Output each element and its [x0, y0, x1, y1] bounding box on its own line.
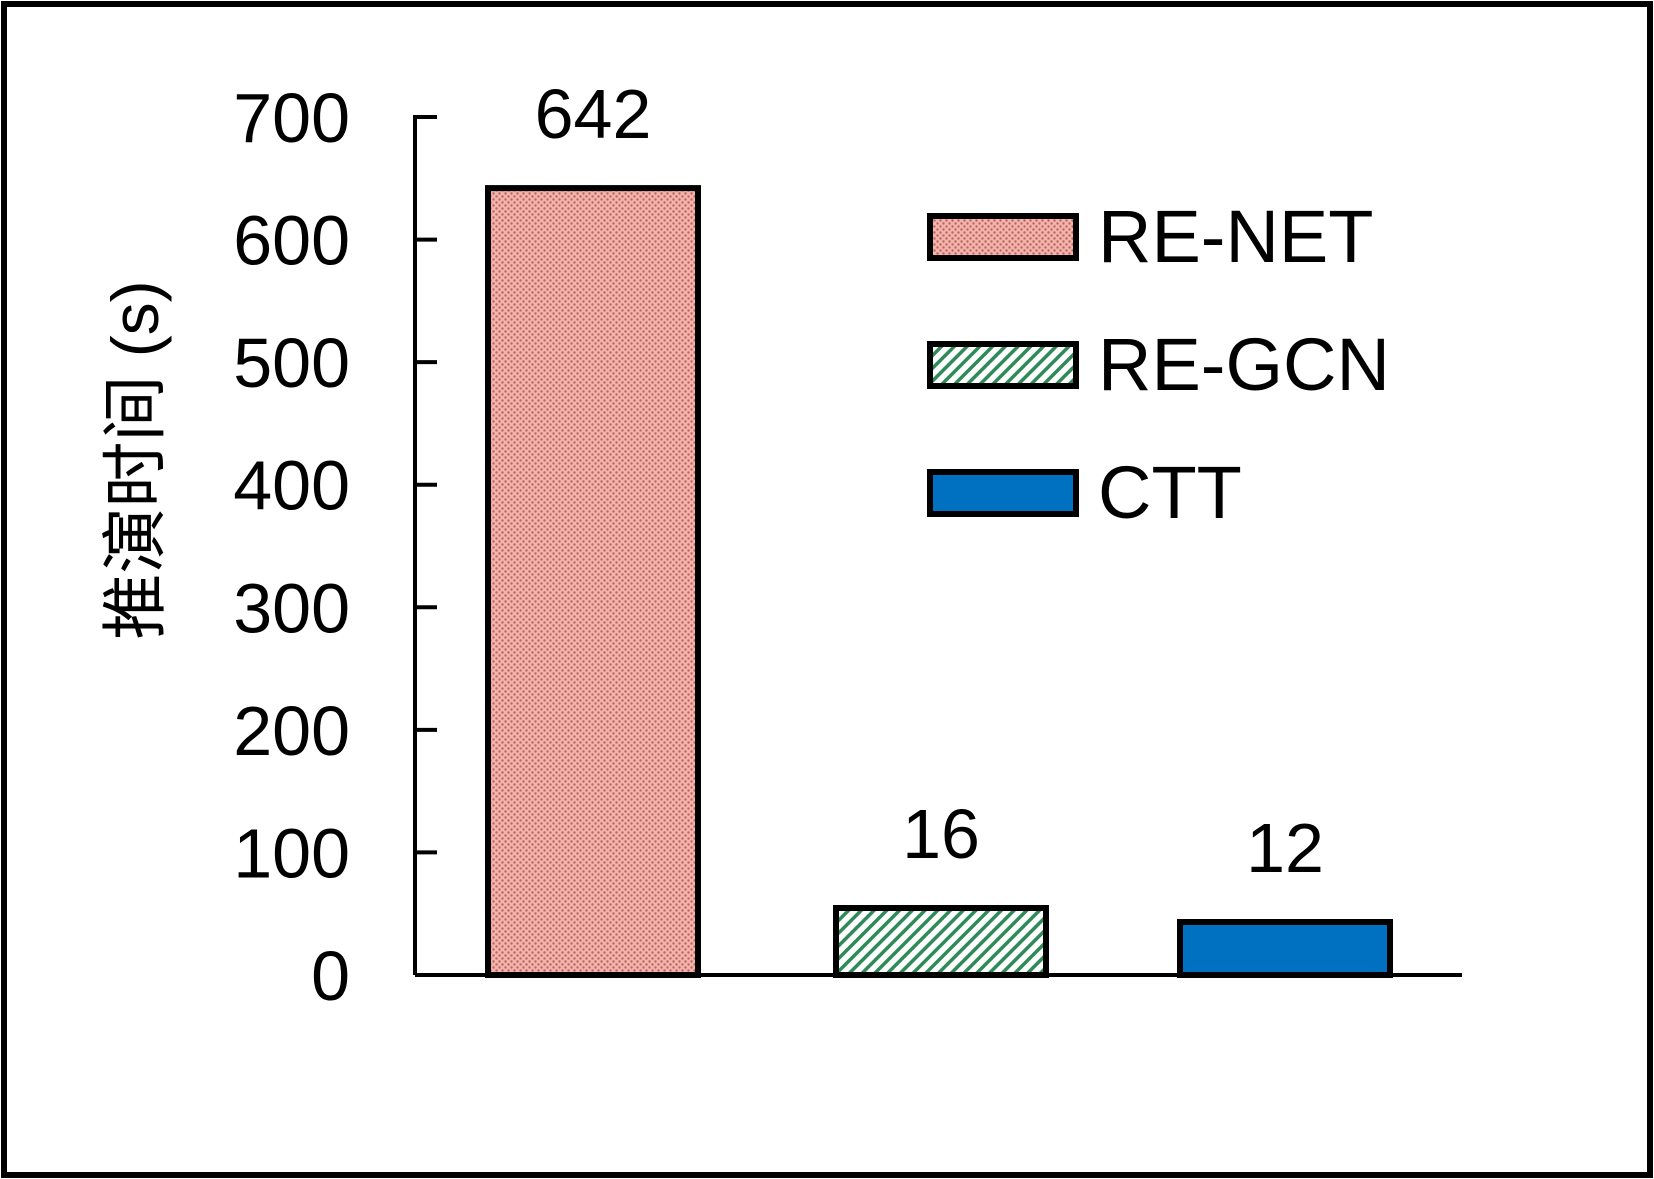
y-tick-label: 500	[233, 324, 350, 402]
bars	[485, 185, 1393, 978]
data-label-re-gcn: 16	[902, 795, 980, 873]
data-labels: 642 16 12	[535, 75, 1324, 887]
legend: RE-NET RE-GCN CTT	[927, 195, 1390, 534]
y-tick-label: 200	[233, 692, 350, 770]
legend-label-re-net: RE-NET	[1098, 195, 1373, 278]
legend-swatch-re-net	[927, 213, 1079, 261]
bar-re-gcn	[833, 905, 1049, 978]
y-tick-label: 0	[311, 937, 350, 1015]
y-tick-label: 100	[233, 814, 350, 892]
y-tick-label: 300	[233, 569, 350, 647]
legend-label-ctt: CTT	[1098, 451, 1242, 534]
y-tick-label: 700	[233, 79, 350, 157]
legend-swatch-ctt	[927, 469, 1079, 517]
bar-re-net	[485, 185, 701, 978]
data-label-re-net: 642	[535, 75, 652, 153]
legend-label-re-gcn: RE-GCN	[1098, 323, 1390, 406]
y-axis: 0 100 200 300 400 500 600 700	[233, 79, 437, 1015]
data-label-ctt: 12	[1246, 809, 1324, 887]
y-tick-label: 400	[233, 447, 350, 525]
y-axis-title: 推演时间 (s)	[98, 280, 172, 639]
bar-ctt	[1177, 919, 1393, 978]
legend-swatch-re-gcn	[927, 341, 1079, 389]
y-tick-label: 600	[233, 202, 350, 280]
